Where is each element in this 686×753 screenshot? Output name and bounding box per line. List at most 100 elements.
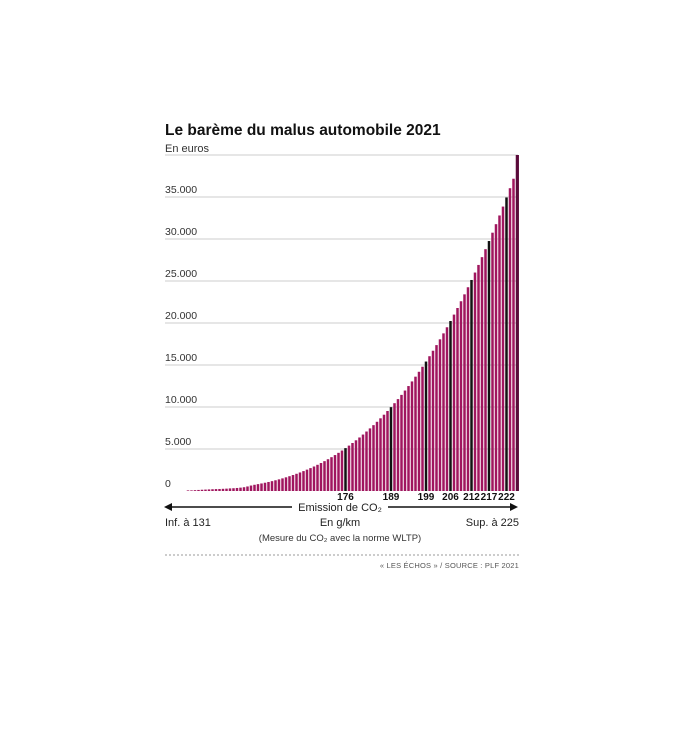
bar [274,480,277,491]
bar [400,394,403,491]
chart-subtitle: En euros [165,143,210,155]
bar [414,376,417,491]
bar [326,459,330,491]
bar [221,488,225,491]
bar [218,488,221,491]
bar [382,414,386,491]
bar [347,445,351,491]
bar [270,481,274,491]
bar [372,425,375,491]
bar [249,485,253,491]
bar [435,345,438,491]
bar [428,356,431,491]
chart-title: Le barème du malus automobile 2021 [165,122,441,139]
bar [319,463,323,491]
bar [421,366,424,491]
y-tick-label: 25.000 [165,268,197,280]
bar [456,308,459,491]
x-axis-title: Emission de CO₂ [298,502,382,514]
y-tick-label: 10.000 [165,394,197,406]
y-tick-label: 15.000 [165,352,197,364]
bar [312,466,316,491]
bar [515,155,519,491]
highlight-label: 222 [498,492,515,503]
bar [463,294,466,491]
bar [491,232,494,492]
bar [477,264,480,491]
highlight-label: 176 [337,492,354,503]
bar [344,448,347,491]
bar [508,188,512,491]
bar [291,475,295,491]
highlight-label: 212 [463,492,480,503]
bar [512,178,515,492]
bar [407,386,410,491]
bar [487,241,491,491]
bar [277,479,281,491]
bar [211,489,214,491]
bar [200,489,204,491]
bar [480,257,484,491]
bar [232,488,235,491]
x-axis-left-label: Inf. à 131 [165,517,211,529]
bar [214,489,218,491]
bar [263,482,267,491]
bar [403,390,407,491]
bars [186,155,519,492]
bar [316,464,319,491]
bar [228,488,232,491]
bar [190,490,193,491]
bar [473,272,477,491]
bar [256,484,260,491]
bar [365,431,368,491]
bar [494,224,498,491]
x-axis-unit: En g/km [320,517,360,529]
arrow-left-icon [164,503,172,511]
bar [193,490,197,491]
highlight-label: 199 [418,492,435,503]
bar [505,197,508,491]
source-credit: « LES ÉCHOS » / SOURCE : PLF 2021 [380,561,519,570]
bar [337,452,340,491]
bar [281,478,284,491]
arrow-right-icon [510,503,518,511]
bar [466,287,470,491]
bar [361,434,365,491]
bar [358,437,361,491]
bar [498,215,501,491]
x-axis-arrow [164,503,518,511]
bar [396,399,400,491]
bar [239,487,242,491]
bar [284,477,288,491]
bar [351,442,354,491]
bar [417,371,421,491]
bar [305,469,309,491]
bar [246,486,249,491]
highlight-label: 217 [481,492,498,503]
bar [386,410,389,491]
highlight-markers: 176 189 199 206 212 217 222 [337,492,515,503]
highlight-label: 206 [442,492,459,503]
bar [295,473,298,491]
y-axis-labels: 0 5.000 10.000 15.000 20.000 25.000 30.000 35.0… [165,184,197,490]
bar [186,490,190,491]
x-axis-right-label: Sup. à 225 [466,517,519,529]
x-axis-note: (Mesure du CO₂ avec la norme WLTP) [259,533,421,544]
y-tick-label: 30.000 [165,226,197,238]
bar [298,472,302,491]
bar [207,489,211,491]
bar [379,418,382,491]
highlight-label: 189 [383,492,400,503]
bar [452,314,456,491]
bar [449,321,452,491]
bar [253,484,256,491]
bar [235,487,239,491]
bar [323,461,326,491]
bar [204,489,207,491]
bar [442,333,445,491]
bar [438,339,442,491]
bar [389,407,393,491]
bar [340,450,344,491]
bar [484,249,487,491]
bar [330,457,333,491]
